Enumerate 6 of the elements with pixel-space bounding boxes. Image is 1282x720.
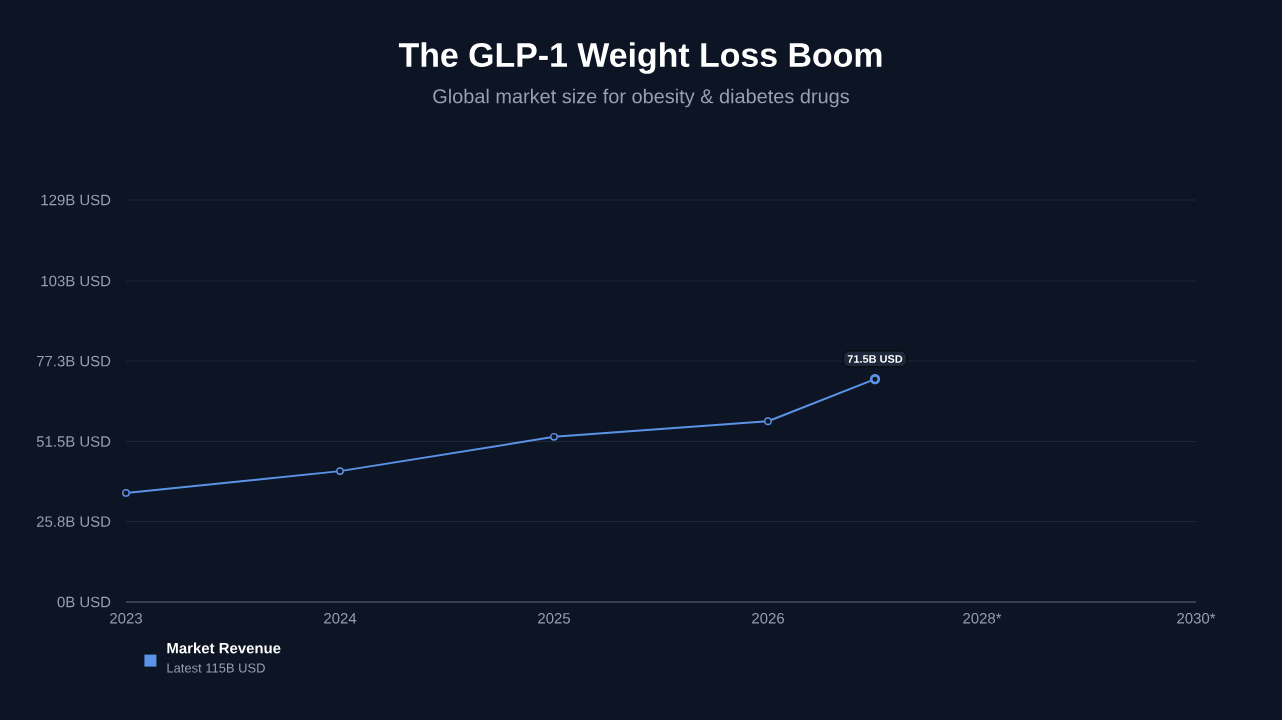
chart-title: The GLP-1 Weight Loss Boom bbox=[398, 42, 882, 74]
point bbox=[764, 417, 772, 426]
point bbox=[550, 432, 558, 441]
chart-subtitle: Global market size for obesity & diabetes drugs bbox=[433, 88, 849, 108]
point bbox=[122, 489, 130, 497]
point bbox=[336, 467, 344, 475]
